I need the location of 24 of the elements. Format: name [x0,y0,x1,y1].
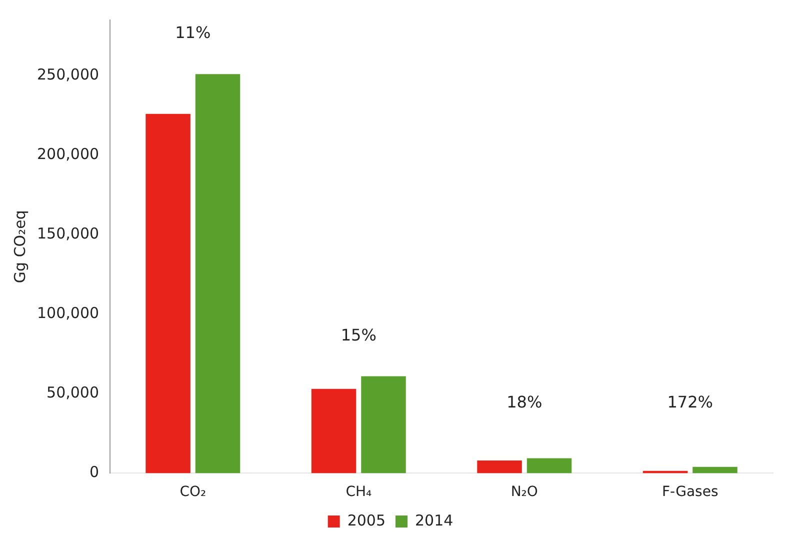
y-tick-label: 200,000 [37,145,100,164]
x-tick-label: F-Gases [662,484,718,500]
bar [311,388,356,474]
y-tick-label: 250,000 [37,66,100,84]
y-tick-label: 100,000 [37,304,100,322]
annotation: 172% [667,392,714,412]
bar [361,376,406,474]
legend-label: 2005 [347,511,386,530]
y-tick-label: 150,000 [37,224,100,243]
x-tick-label: N₂O [510,484,538,500]
bar [526,458,572,474]
annotation: 18% [506,392,542,412]
annotation: 11% [175,23,211,42]
y-axis-title: Gg CO₂eq [10,210,29,284]
annotation: 15% [340,325,376,344]
bar [146,114,190,474]
bar [692,466,738,474]
y-tick-label: 50,000 [46,384,100,402]
bar [195,74,240,474]
x-tick-label: CO₂ [180,484,206,500]
bar [477,460,522,474]
y-tick-label: 0 [89,463,100,482]
legend-label: 2014 [415,511,454,530]
x-tick-label: CH₄ [346,484,372,500]
